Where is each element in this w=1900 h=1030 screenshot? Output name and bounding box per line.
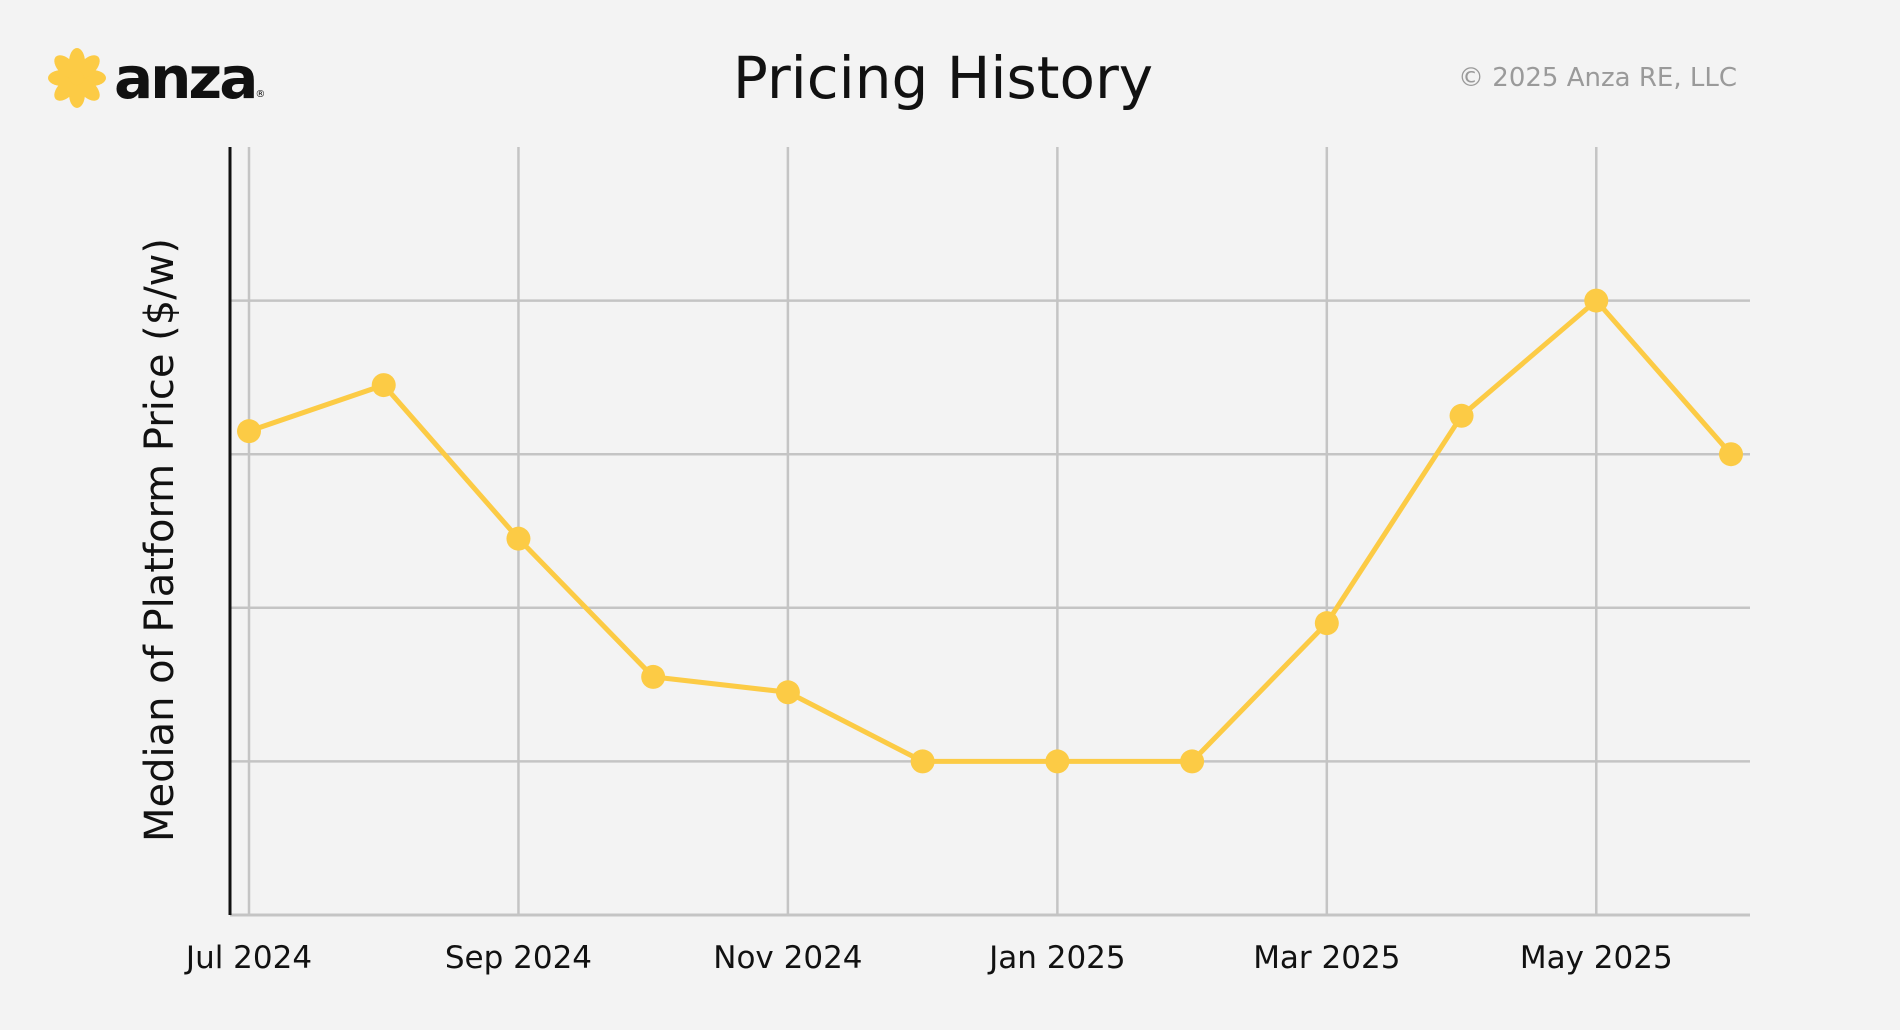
data-point	[1045, 749, 1070, 774]
logo-wordmark: anza	[114, 44, 258, 112]
data-point	[237, 419, 261, 444]
data-point	[775, 680, 800, 705]
series-line-path	[246, 298, 1734, 764]
x-tick-label: Sep 2024	[445, 940, 592, 976]
x-tick-label: Jul 2024	[184, 940, 312, 976]
grid-lines	[230, 147, 1750, 915]
copyright-notice: © 2025 Anza RE, LLC	[1458, 63, 1737, 93]
x-tick-labels: Jul 2024 Sep 2024 Nov 2024 Jan 2025 Mar 2025…	[184, 940, 1673, 976]
data-point	[1584, 288, 1609, 313]
x-tick-label: Jan 2025	[987, 940, 1126, 976]
flower-icon	[48, 48, 106, 108]
data-point	[371, 373, 396, 398]
x-tick-label: May 2025	[1520, 940, 1673, 976]
x-tick-label: Nov 2024	[713, 940, 862, 976]
anza-logo: anza ®	[48, 46, 265, 110]
chart-title: Pricing History	[732, 44, 1154, 112]
data-point	[1180, 749, 1205, 774]
logo-registered-mark: ®	[255, 89, 266, 100]
y-axis-label: Median of Platform Price ($/w)	[137, 237, 183, 843]
data-point	[1314, 611, 1339, 636]
data-point	[506, 526, 531, 551]
data-point	[1449, 403, 1474, 428]
data-point	[1719, 442, 1743, 467]
data-point	[641, 664, 666, 689]
data-point	[910, 749, 935, 774]
series-line	[246, 298, 1734, 764]
x-tick-label: Mar 2025	[1253, 940, 1400, 976]
data-points	[237, 288, 1743, 774]
axes	[228, 147, 1750, 917]
